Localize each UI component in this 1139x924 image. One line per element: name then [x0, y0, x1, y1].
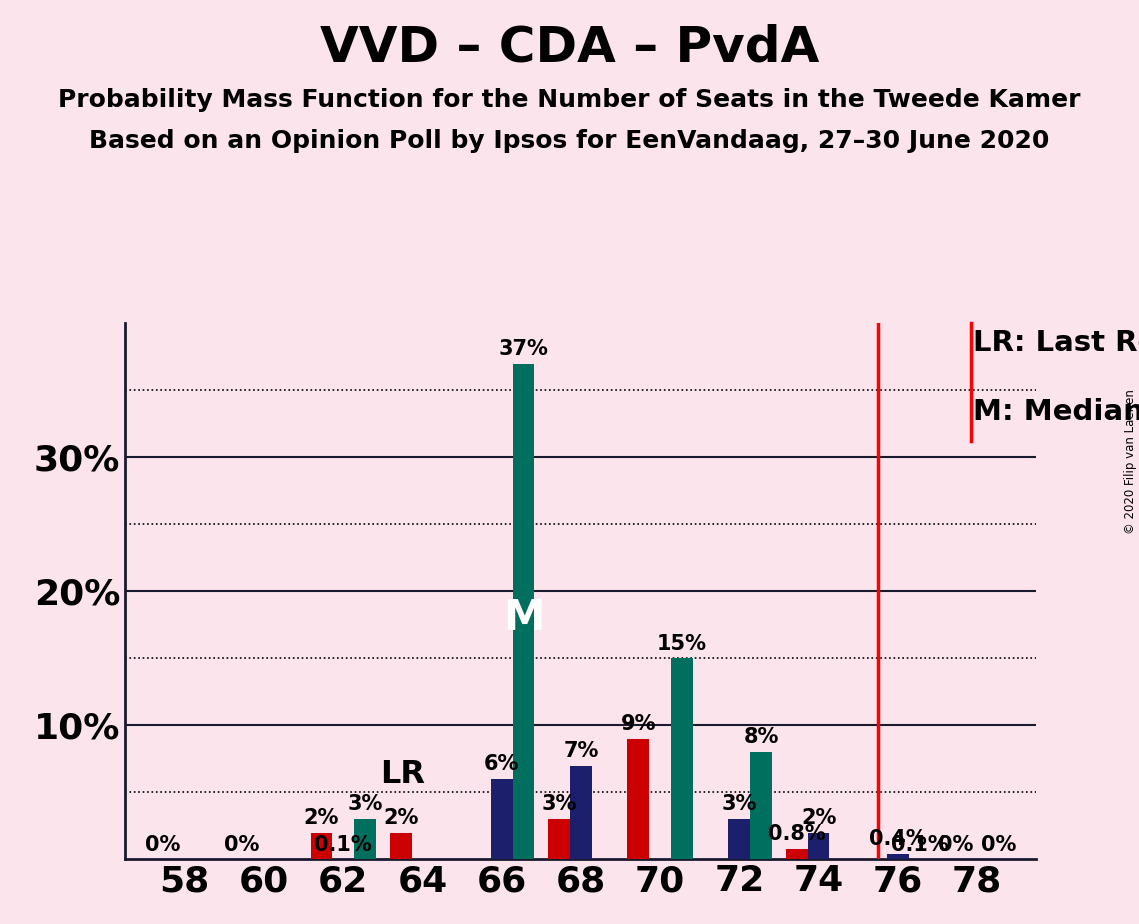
Text: M: Median: M: Median: [973, 398, 1139, 427]
Text: LR: Last Result: LR: Last Result: [973, 329, 1139, 357]
Text: 2%: 2%: [383, 808, 418, 828]
Bar: [808, 833, 829, 859]
Text: © 2020 Filip van Laenen: © 2020 Filip van Laenen: [1124, 390, 1137, 534]
Text: Probability Mass Function for the Number of Seats in the Tweede Kamer: Probability Mass Function for the Number…: [58, 88, 1081, 112]
Bar: [628, 739, 649, 859]
Bar: [729, 820, 751, 859]
Text: M: M: [502, 597, 544, 639]
Bar: [548, 820, 570, 859]
Text: 7%: 7%: [563, 741, 599, 760]
Bar: [671, 658, 693, 859]
Text: 0%: 0%: [937, 834, 973, 855]
Text: 37%: 37%: [499, 339, 548, 359]
Text: 2%: 2%: [801, 808, 836, 828]
Text: 6%: 6%: [484, 754, 519, 774]
Text: 2%: 2%: [304, 808, 339, 828]
Bar: [786, 848, 808, 859]
Bar: [311, 833, 333, 859]
Text: 15%: 15%: [657, 634, 707, 653]
Text: Based on an Opinion Poll by Ipsos for EenVandaag, 27–30 June 2020: Based on an Opinion Poll by Ipsos for Ee…: [89, 129, 1050, 153]
Text: 0%: 0%: [146, 834, 181, 855]
Text: VVD – CDA – PvdA: VVD – CDA – PvdA: [320, 23, 819, 71]
Bar: [570, 765, 592, 859]
Bar: [491, 779, 513, 859]
Bar: [390, 833, 411, 859]
Bar: [513, 364, 534, 859]
Text: 0.1%: 0.1%: [314, 834, 372, 855]
Text: 3%: 3%: [722, 795, 757, 814]
Text: 0.1%: 0.1%: [891, 834, 949, 855]
Text: 3%: 3%: [347, 795, 383, 814]
Text: 0%: 0%: [224, 834, 260, 855]
Text: 9%: 9%: [621, 714, 656, 734]
Text: 0.8%: 0.8%: [768, 824, 826, 844]
Text: 8%: 8%: [744, 727, 779, 748]
Bar: [751, 752, 772, 859]
Bar: [354, 820, 376, 859]
Text: 0.4%: 0.4%: [869, 829, 927, 849]
Text: 3%: 3%: [541, 795, 576, 814]
Bar: [887, 854, 909, 859]
Text: LR: LR: [380, 759, 425, 790]
Text: 0%: 0%: [981, 834, 1016, 855]
